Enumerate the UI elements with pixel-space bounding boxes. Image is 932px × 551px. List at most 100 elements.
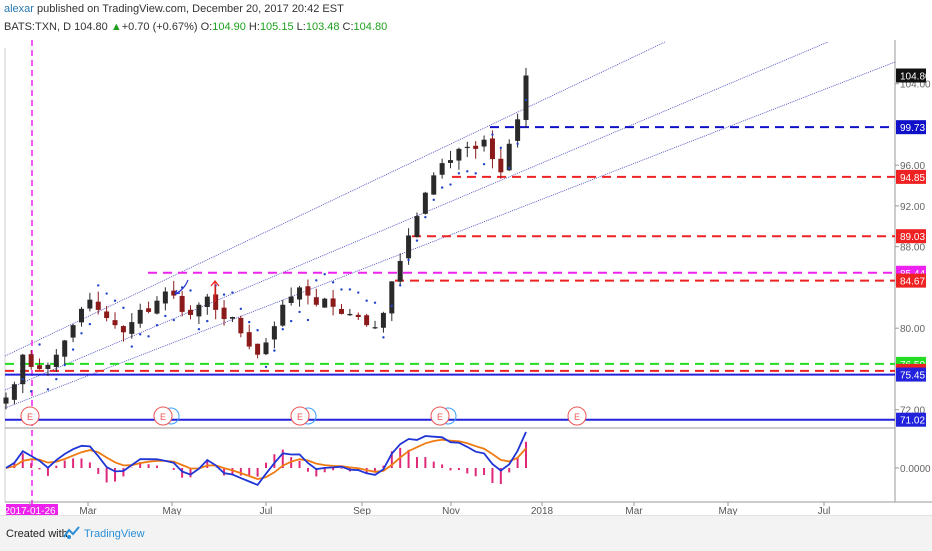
low-label: L: bbox=[294, 21, 306, 33]
sar-dot bbox=[441, 186, 443, 188]
candle-body bbox=[4, 397, 9, 403]
sar-dot bbox=[315, 279, 317, 281]
candle-body bbox=[255, 344, 260, 355]
price-line-label: 99.73 bbox=[900, 123, 925, 134]
sar-dot bbox=[399, 284, 401, 286]
sar-dot bbox=[64, 364, 66, 366]
sar-dot bbox=[273, 349, 275, 351]
sar-dot bbox=[139, 333, 141, 335]
publish-info: alexar published on TradingView.com, Dec… bbox=[4, 3, 344, 15]
earnings-label: E bbox=[160, 412, 166, 422]
author-link[interactable]: alexar bbox=[4, 3, 34, 15]
sar-dot bbox=[332, 281, 334, 283]
price-change: +0.70 (+0.67%) bbox=[122, 21, 198, 33]
price-line-label: 71.02 bbox=[900, 416, 925, 427]
sar-dot bbox=[198, 328, 200, 330]
price-tick-label: 92.00 bbox=[900, 202, 925, 213]
sar-dot bbox=[206, 320, 208, 322]
sar-dot bbox=[500, 147, 502, 149]
sar-dot bbox=[474, 172, 476, 174]
candle-body bbox=[222, 308, 227, 319]
candle-body bbox=[71, 325, 76, 337]
candle-body bbox=[314, 297, 319, 305]
candle-body bbox=[104, 311, 109, 318]
sar-dot bbox=[449, 183, 451, 185]
candle-body bbox=[96, 302, 101, 310]
candle-body bbox=[37, 365, 42, 369]
candle-body bbox=[423, 193, 428, 214]
open-value: 104.90 bbox=[212, 21, 246, 33]
sar-dot bbox=[466, 170, 468, 172]
candle-body bbox=[490, 138, 495, 159]
sar-dot bbox=[357, 291, 359, 293]
symbol-label: BATS:TXN, D bbox=[4, 21, 74, 33]
sar-dot bbox=[340, 288, 342, 290]
close-label: C: bbox=[339, 21, 353, 33]
earnings-label: E bbox=[437, 412, 443, 422]
open-label: O: bbox=[198, 21, 213, 33]
candle-body bbox=[297, 287, 302, 299]
sar-dot bbox=[525, 99, 527, 101]
last-price-label: 104.80 bbox=[900, 72, 931, 83]
candle-body bbox=[398, 261, 403, 282]
candle-body bbox=[87, 300, 92, 309]
candle-body bbox=[238, 318, 243, 333]
sar-dot bbox=[55, 378, 57, 380]
sar-dot bbox=[265, 366, 267, 368]
candle-body bbox=[45, 365, 50, 369]
sar-dot bbox=[290, 320, 292, 322]
time-tick-label: Nov bbox=[442, 506, 460, 515]
candle-body bbox=[356, 315, 361, 317]
sar-dot bbox=[147, 335, 149, 337]
candle-body bbox=[205, 297, 210, 307]
tradingview-link[interactable]: TradingView bbox=[84, 528, 145, 540]
candle-body bbox=[62, 340, 67, 356]
osc-zero-label: 0.0000 bbox=[900, 464, 931, 475]
sar-dot bbox=[72, 348, 74, 350]
change-arrow-icon: ▲ bbox=[111, 21, 122, 33]
price-line-label: 84.67 bbox=[900, 277, 925, 288]
sar-dot bbox=[131, 345, 133, 347]
candle-body bbox=[264, 342, 269, 354]
candle-body bbox=[213, 294, 218, 309]
candle-body bbox=[473, 146, 478, 149]
candle-body bbox=[389, 281, 394, 313]
sar-dot bbox=[324, 273, 326, 275]
sar-dot bbox=[491, 133, 493, 135]
sar-dot bbox=[298, 311, 300, 313]
sar-dot bbox=[89, 323, 91, 325]
sar-dot bbox=[248, 321, 250, 323]
sar-dot bbox=[122, 307, 124, 309]
sar-dot bbox=[97, 284, 99, 286]
candle-body bbox=[373, 327, 378, 328]
candle-body bbox=[448, 160, 453, 163]
sar-dot bbox=[38, 343, 40, 345]
candle-body bbox=[414, 216, 419, 237]
candle-body bbox=[163, 292, 168, 304]
sar-dot bbox=[105, 292, 107, 294]
sar-dot bbox=[47, 388, 49, 390]
sar-dot bbox=[391, 305, 393, 307]
candle-body bbox=[79, 309, 84, 323]
candle-body bbox=[465, 147, 470, 148]
sar-dot bbox=[374, 302, 376, 304]
time-tick-label: 2017-01-26 bbox=[4, 506, 56, 515]
sar-dot bbox=[349, 288, 351, 290]
sar-dot bbox=[80, 332, 82, 334]
sar-dot bbox=[508, 167, 510, 169]
sar-dot bbox=[382, 336, 384, 338]
sar-dot bbox=[483, 163, 485, 165]
candle-body bbox=[305, 286, 310, 295]
candle-body bbox=[347, 314, 352, 315]
earnings-label: E bbox=[27, 412, 33, 422]
symbol-info: BATS:TXN, D 104.80 ▲+0.70 (+0.67%) O:104… bbox=[4, 21, 387, 33]
sar-dot bbox=[416, 239, 418, 241]
price-line-label: 75.45 bbox=[900, 371, 925, 382]
sar-dot bbox=[282, 328, 284, 330]
sar-dot bbox=[424, 216, 426, 218]
candle-body bbox=[29, 354, 34, 367]
candle-body bbox=[138, 310, 143, 324]
sar-dot bbox=[30, 390, 32, 392]
candle-body bbox=[272, 326, 277, 339]
